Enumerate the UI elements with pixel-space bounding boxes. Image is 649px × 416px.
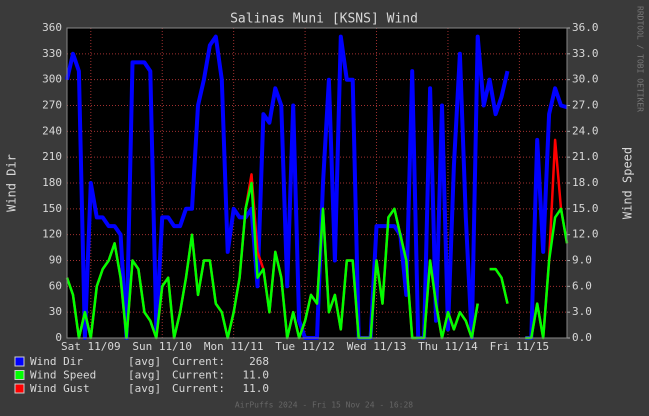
y2-tick-label: 3.0 (572, 305, 592, 318)
legend-current: 11.0 (243, 382, 270, 395)
y2-tick-label: 21.0 (572, 150, 599, 163)
y-tick-label: 0 (55, 331, 62, 344)
y-tick-label: 30 (49, 305, 62, 318)
legend-swatch (14, 356, 25, 367)
y2-tick-label: 15.0 (572, 202, 599, 215)
y2-tick-label: 0.0 (572, 331, 592, 344)
y-tick-label: 90 (49, 254, 62, 267)
y2-tick-label: 36.0 (572, 21, 599, 34)
legend-label: Wind Speed (30, 369, 96, 382)
x-tick-label: Sat 11/09 (61, 340, 121, 353)
y2-tick-label: 18.0 (572, 176, 599, 189)
x-tick-label: Thu 11/14 (418, 340, 478, 353)
y-tick-label: 360 (42, 21, 62, 34)
y2-tick-label: 24.0 (572, 124, 599, 137)
legend-current-text: Current: (172, 382, 225, 395)
legend-label: Wind Dir (30, 355, 83, 368)
series-line (65, 181, 569, 340)
y2-tick-label: 33.0 (572, 47, 599, 60)
footer: AirPuffs 2024 - Fri 15 Nov 24 - 16:28 (235, 401, 413, 410)
legend-current: 11.0 (243, 369, 270, 382)
x-tick-label: Mon 11/11 (204, 340, 264, 353)
legend-current-text: Current: (172, 355, 225, 368)
legend-label: Wind Gust (30, 382, 90, 395)
y2-tick-label: 12.0 (572, 228, 599, 241)
series-line (65, 34, 568, 340)
x-tick-label: Wed 11/13 (347, 340, 407, 353)
y-tick-label: 60 (49, 279, 62, 292)
y2-tick-label: 27.0 (572, 99, 599, 112)
legend-current-text: Current: (172, 369, 225, 382)
y2-tick-label: 6.0 (572, 279, 592, 292)
chart-title: Salinas Muni [KSNS] Wind (230, 12, 418, 27)
y-tick-label: 120 (42, 228, 62, 241)
legend-stat: [avg] (128, 382, 161, 395)
y-tick-label: 150 (42, 202, 62, 215)
y2-axis-label: Wind Speed (621, 147, 635, 219)
y2-tick-label: 30.0 (572, 73, 599, 86)
x-tick-label: Sun 11/10 (132, 340, 192, 353)
plot-border (66, 27, 568, 339)
y-tick-label: 240 (42, 124, 62, 137)
legend-stat: [avg] (128, 369, 161, 382)
legend-swatch (14, 370, 25, 380)
y-tick-label: 270 (42, 99, 62, 112)
y2-tick-label: 9.0 (572, 254, 592, 267)
watermark: RRDTOOL / TOBI OETIKER (636, 6, 645, 112)
x-tick-label: Fri 11/15 (490, 340, 550, 353)
y-tick-label: 330 (42, 47, 62, 60)
y-tick-label: 210 (42, 150, 62, 163)
legend-swatch (14, 383, 25, 394)
y-axis-label: Wind Dir (5, 154, 19, 212)
x-tick-label: Tue 11/12 (275, 340, 335, 353)
y-tick-label: 180 (42, 176, 62, 189)
legend-current: 268 (249, 355, 269, 368)
y-tick-label: 300 (42, 73, 62, 86)
legend-stat: [avg] (128, 355, 161, 368)
